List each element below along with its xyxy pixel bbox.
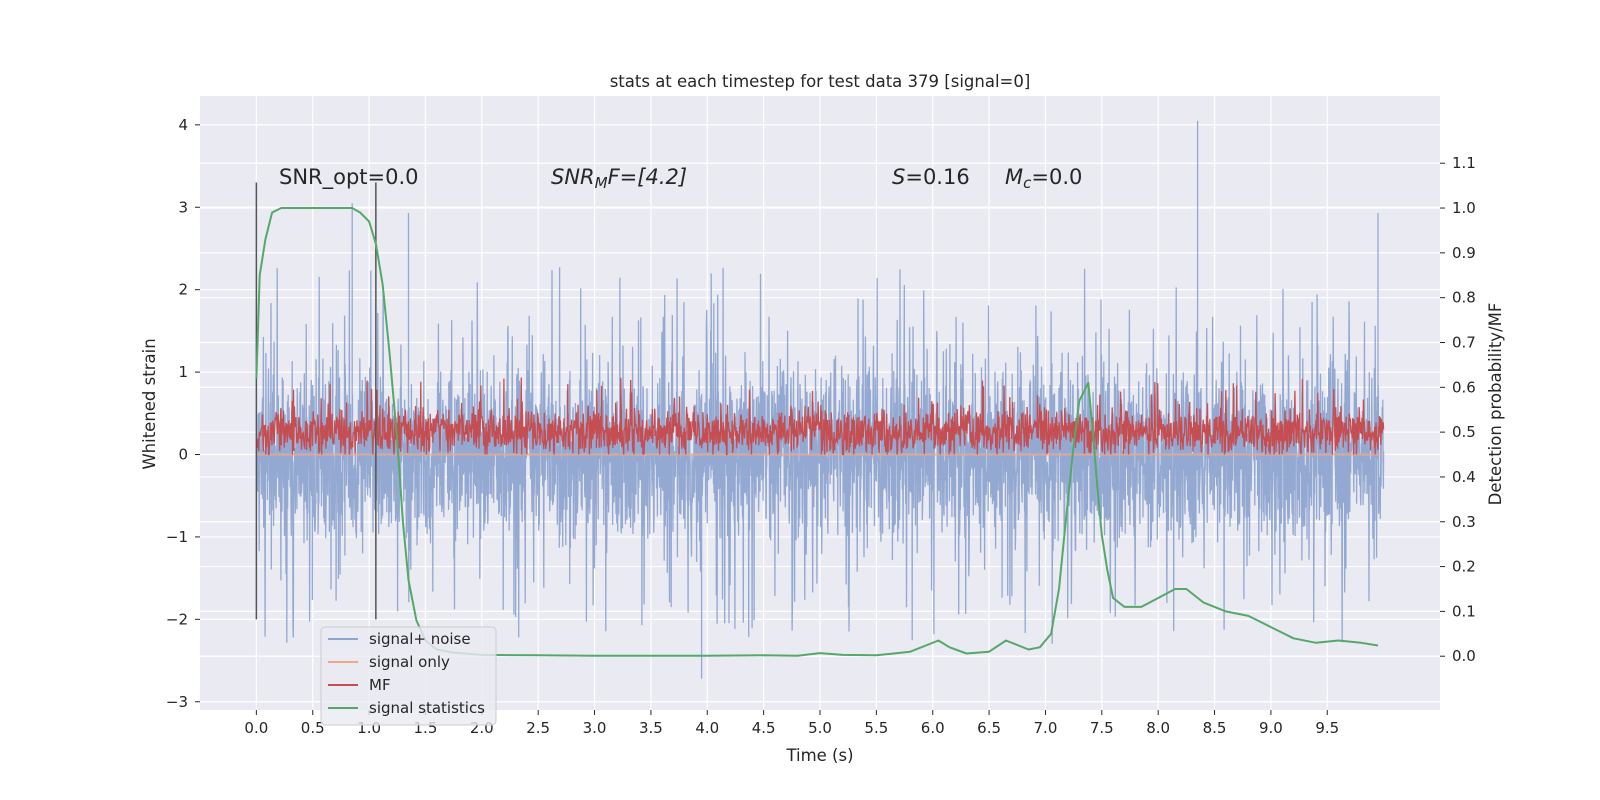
y-right-tick-label: 1.1 [1452, 154, 1476, 172]
annotation-snr-mf: SNRMF=[4.2] [551, 165, 687, 192]
x-tick-label: 6.5 [977, 719, 1001, 737]
x-tick-label: 6.0 [921, 719, 945, 737]
annotation-snr-mf-sub: M [595, 174, 608, 192]
series-line-mf [255, 377, 1385, 456]
y-right-tick-label: 0.2 [1452, 558, 1476, 576]
x-tick-label: 5.0 [808, 719, 832, 737]
annotation-mc-sub: c [1023, 174, 1032, 192]
legend-label-mf: MF [369, 676, 391, 694]
legend-label-statistics: signal statistics [369, 699, 485, 717]
y-tick-label: −3 [166, 693, 188, 711]
x-tick-label: 9.0 [1259, 719, 1283, 737]
x-tick-label: 5.5 [864, 719, 888, 737]
vertical-lines [255, 182, 377, 620]
y-right-tick-label: 0.3 [1452, 513, 1476, 531]
y-tick-label: 0 [178, 446, 188, 464]
x-tick-label: 3.0 [583, 719, 607, 737]
x-tick-label: 3.5 [639, 719, 663, 737]
y-right-tick-label: 0.6 [1452, 378, 1476, 396]
y-tick-label: 2 [178, 281, 188, 299]
x-tick-label: 7.5 [1090, 719, 1114, 737]
y-right-tick-label: 0.1 [1452, 602, 1476, 620]
annotation-mc-value: =0.0 [1031, 165, 1082, 189]
annotations: SNR_opt=0.0 SNRMF=[4.2] S=0.16 Mc=0.0 [279, 165, 1082, 192]
series-signal-noise [255, 120, 1385, 679]
y-right-tick-label: 0.5 [1452, 423, 1476, 441]
y-right-tick-label: 0.7 [1452, 333, 1476, 351]
annotation-mc: Mc=0.0 [1005, 165, 1082, 192]
legend-box [320, 626, 497, 726]
x-tick-label: 0.0 [244, 719, 268, 737]
annotation-snr-opt: SNR_opt=0.0 [279, 165, 419, 190]
x-tick-label: 4.5 [752, 719, 776, 737]
annotation-snr-mf-label: SNR [551, 165, 595, 189]
y-tick-label: −2 [166, 610, 188, 628]
annotation-s: S=0.16 [892, 165, 970, 189]
y-right-tick-label: 0.8 [1452, 289, 1476, 307]
legend-entry-statistics: signal statistics [328, 699, 485, 717]
series-line-signal-noise [255, 120, 1385, 679]
y-axis-label: Whitened strain [140, 338, 159, 469]
chart-title: stats at each timestep for test data 379… [610, 72, 1031, 91]
legend-entry-mf: MF [328, 676, 391, 694]
x-tick-label: 2.5 [526, 719, 550, 737]
y-axis-label-right: Detection probability/MF [1486, 303, 1505, 506]
y-tick-label: −1 [166, 528, 188, 546]
x-tick-label: 8.0 [1146, 719, 1170, 737]
x-tick-label: 7.0 [1034, 719, 1058, 737]
series-mf [255, 377, 1385, 456]
series-line-signal-statistics [255, 207, 1379, 657]
plot-content [255, 120, 1385, 679]
annotation-s-value: =0.16 [905, 165, 969, 189]
legend-entry-signal-noise: signal+ noise [328, 630, 471, 648]
y-tick-label: 4 [178, 116, 188, 134]
legend-label-signal-only: signal only [369, 653, 450, 671]
annotation-s-label: S [892, 165, 905, 189]
series-signal-statistics [255, 207, 1379, 657]
x-axis-label: Time (s) [785, 746, 853, 765]
legend: signal+ noise signal only MF signal stat… [320, 626, 497, 726]
x-tick-label: 9.5 [1315, 719, 1339, 737]
annotation-snr-mf-value: F=[4.2] [608, 165, 687, 189]
y-right-tick-label: 0.9 [1452, 244, 1476, 262]
legend-label-signal-noise: signal+ noise [369, 630, 471, 648]
y-tick-label: 3 [178, 198, 188, 216]
y-tick-label: 1 [178, 363, 188, 381]
x-tick-label: 0.5 [301, 719, 325, 737]
y-right-tick-label: 0.4 [1452, 468, 1476, 486]
legend-entry-signal-only: signal only [328, 653, 450, 671]
y-right-tick-label: 1.0 [1452, 199, 1476, 217]
y-right-tick-label: 0.0 [1452, 647, 1476, 665]
x-tick-label: 8.5 [1203, 719, 1227, 737]
annotation-mc-label: M [1005, 165, 1023, 189]
x-tick-label: 4.0 [695, 719, 719, 737]
